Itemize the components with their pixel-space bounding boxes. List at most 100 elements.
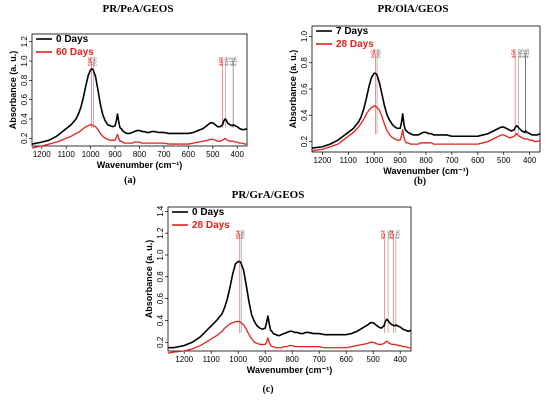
peak-label: 457 [381, 230, 387, 239]
x-tick-label: 900 [108, 150, 122, 159]
series-line-1 [311, 105, 541, 152]
y-tick-label: 0.6 [156, 293, 165, 305]
y-tick-label: 0.2 [20, 132, 29, 144]
x-tick-label: 500 [497, 156, 511, 165]
x-tick-label: 1100 [203, 355, 221, 364]
series-line-0 [31, 67, 248, 145]
x-axis-label: Wavenumber (cm⁻¹) [247, 365, 332, 375]
chart-title: PR/PeA/GEOS [103, 3, 174, 15]
y-tick-label: 0.8 [20, 74, 29, 86]
x-tick-label: 700 [157, 150, 171, 159]
x-tick-label: 1000 [82, 150, 100, 159]
peak-label: 995 [372, 49, 378, 58]
y-axis-label: Absorbance (a. u.) [288, 50, 298, 129]
chart-panel-1: PR/OlA/GEOS 0.2 0.4 0.6 0.8 1.0 1200 1100 1000 90… [288, 3, 541, 187]
x-tick-label: 1200 [313, 156, 331, 165]
y-tick-label: 0.2 [300, 135, 309, 147]
peak-connector [240, 230, 244, 238]
x-tick-label: 400 [394, 355, 408, 364]
x-tick-label: 700 [445, 156, 459, 165]
y-tick-label: 0.8 [156, 271, 165, 283]
x-tick-label: 400 [523, 156, 537, 165]
chart-title: PR/OlA/GEOS [378, 3, 449, 15]
x-tick-label: 600 [340, 355, 354, 364]
x-tick-label: 600 [471, 156, 485, 165]
peak-connector [391, 230, 394, 238]
peak-label: 442 [518, 49, 524, 58]
y-tick-label: 1.0 [156, 249, 165, 261]
peak-connector [523, 49, 526, 57]
peak-label: 989 [376, 49, 382, 58]
y-tick-label: 1.0 [300, 30, 309, 42]
x-tick-label: 1000 [365, 156, 383, 165]
peak-label: 417 [521, 49, 527, 58]
peak-connector [525, 49, 528, 57]
panel-label: (a) [124, 175, 136, 186]
peak-connector [387, 230, 390, 238]
y-axis-label: Absorbance (a. u.) [144, 240, 154, 319]
y-tick-label: 1.4 [156, 205, 165, 217]
peak-label: 416 [233, 57, 239, 66]
panel-label: (b) [414, 176, 426, 187]
peak-label: 417 [229, 57, 235, 66]
x-tick-label: 900 [393, 156, 407, 165]
x-tick-label: 500 [206, 150, 220, 159]
x-tick-label: 900 [259, 355, 273, 364]
chart-panel-2: PR/GrA/GEOS 0.2 0.4 0.6 0.8 1.0 1.2 1.4 1200 1100… [144, 189, 412, 395]
series-line-0 [168, 260, 412, 349]
peak-label: 424 [390, 230, 396, 239]
peak-label: 416 [395, 230, 401, 239]
series-line-0 [311, 72, 541, 149]
peak-label: 989 [93, 57, 99, 66]
peak-connector [233, 57, 236, 65]
peak-label: 456 [511, 49, 517, 58]
legend-label: 0 Days [192, 207, 225, 218]
peak-connector [89, 57, 92, 65]
y-tick-label: 0.6 [20, 94, 29, 106]
legend-label: 0 Days [56, 34, 89, 45]
x-axis-label: Wavenumber (cm⁻¹) [97, 160, 182, 170]
x-tick-label: 800 [133, 150, 147, 159]
y-tick-label: 1.2 [20, 36, 29, 48]
peak-connector [93, 57, 96, 65]
x-tick-label: 700 [313, 355, 327, 364]
x-tick-label: 1100 [58, 150, 76, 159]
y-tick-label: 1.2 [156, 227, 165, 239]
peak-connector [225, 57, 228, 65]
peak-label: 994 [236, 230, 242, 239]
series-line-1 [167, 320, 411, 354]
x-tick-label: 600 [182, 150, 196, 159]
peak-connector [513, 49, 516, 57]
peak-label: 989 [241, 230, 247, 239]
y-tick-label: 0.8 [300, 57, 309, 69]
x-tick-label: 500 [367, 355, 381, 364]
panel-label: (c) [262, 384, 273, 395]
peak-connector [518, 49, 521, 57]
x-tick-label: 800 [419, 156, 433, 165]
x-tick-label: 800 [286, 355, 300, 364]
x-tick-label: 1000 [229, 355, 247, 364]
peak-connector [231, 57, 234, 65]
x-tick-label: 400 [231, 150, 245, 159]
peak-connector [382, 230, 386, 238]
y-tick-label: 1.0 [20, 55, 29, 67]
y-tick-label: 0.2 [156, 336, 165, 348]
legend-label: 28 Days [336, 39, 374, 50]
x-tick-label: 1200 [33, 150, 51, 159]
peak-label: 449 [225, 57, 231, 66]
legend-label: 28 Days [192, 220, 230, 231]
y-axis-label: Absorbance (a. u.) [8, 51, 18, 130]
legend-label: 7 Days [336, 26, 369, 37]
peak-connector [220, 57, 223, 65]
peak-label: 996 [88, 57, 94, 66]
plot-frame [167, 206, 412, 352]
y-tick-label: 0.6 [300, 83, 309, 95]
x-tick-label: 1100 [340, 156, 358, 165]
chart-title: PR/GrA/GEOS [232, 189, 305, 201]
chart-panel-0: PR/PeA/GEOS 0.2 0.4 0.6 0.8 1.0 1.2 1200 1100 100… [8, 3, 248, 186]
peak-connector [376, 49, 379, 57]
legend-label: 60 Days [56, 47, 94, 58]
peak-label: 460 [219, 57, 225, 66]
y-tick-label: 0.4 [156, 314, 165, 326]
